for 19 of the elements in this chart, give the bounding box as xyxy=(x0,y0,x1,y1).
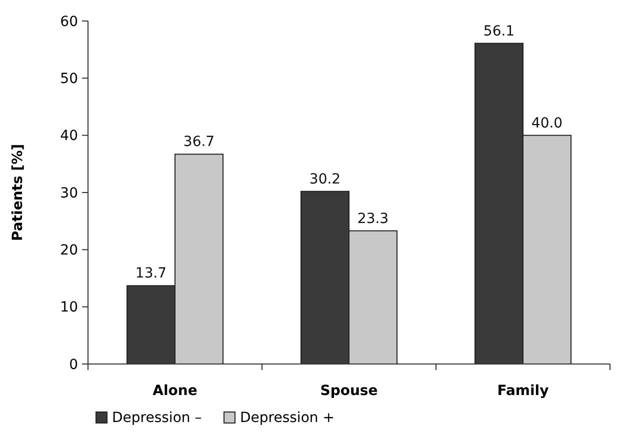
data-label: 23.3 xyxy=(357,210,389,227)
data-label: 13.7 xyxy=(135,266,167,282)
y-tick-label: 10 xyxy=(60,300,78,316)
x-tick-label: Spouse xyxy=(320,383,378,399)
data-label: 56.1 xyxy=(483,23,515,40)
y-tick-label: 60 xyxy=(60,14,78,30)
x-tick-label: Family xyxy=(497,383,549,399)
y-tick-label: 40 xyxy=(60,128,78,144)
data-label: 40.0 xyxy=(531,115,563,132)
data-label: 36.7 xyxy=(183,134,215,150)
y-tick-label: 30 xyxy=(60,185,78,202)
y-tick-label: 50 xyxy=(60,71,78,88)
y-axis-title: Patients [%] xyxy=(10,144,26,242)
y-tick-label: 0 xyxy=(69,356,78,373)
legend-label: Depression – xyxy=(112,410,202,426)
legend-label: Depression + xyxy=(240,410,334,426)
y-tick-label: 20 xyxy=(60,242,78,259)
x-tick-label: Alone xyxy=(152,383,198,399)
data-label: 30.2 xyxy=(309,171,341,188)
